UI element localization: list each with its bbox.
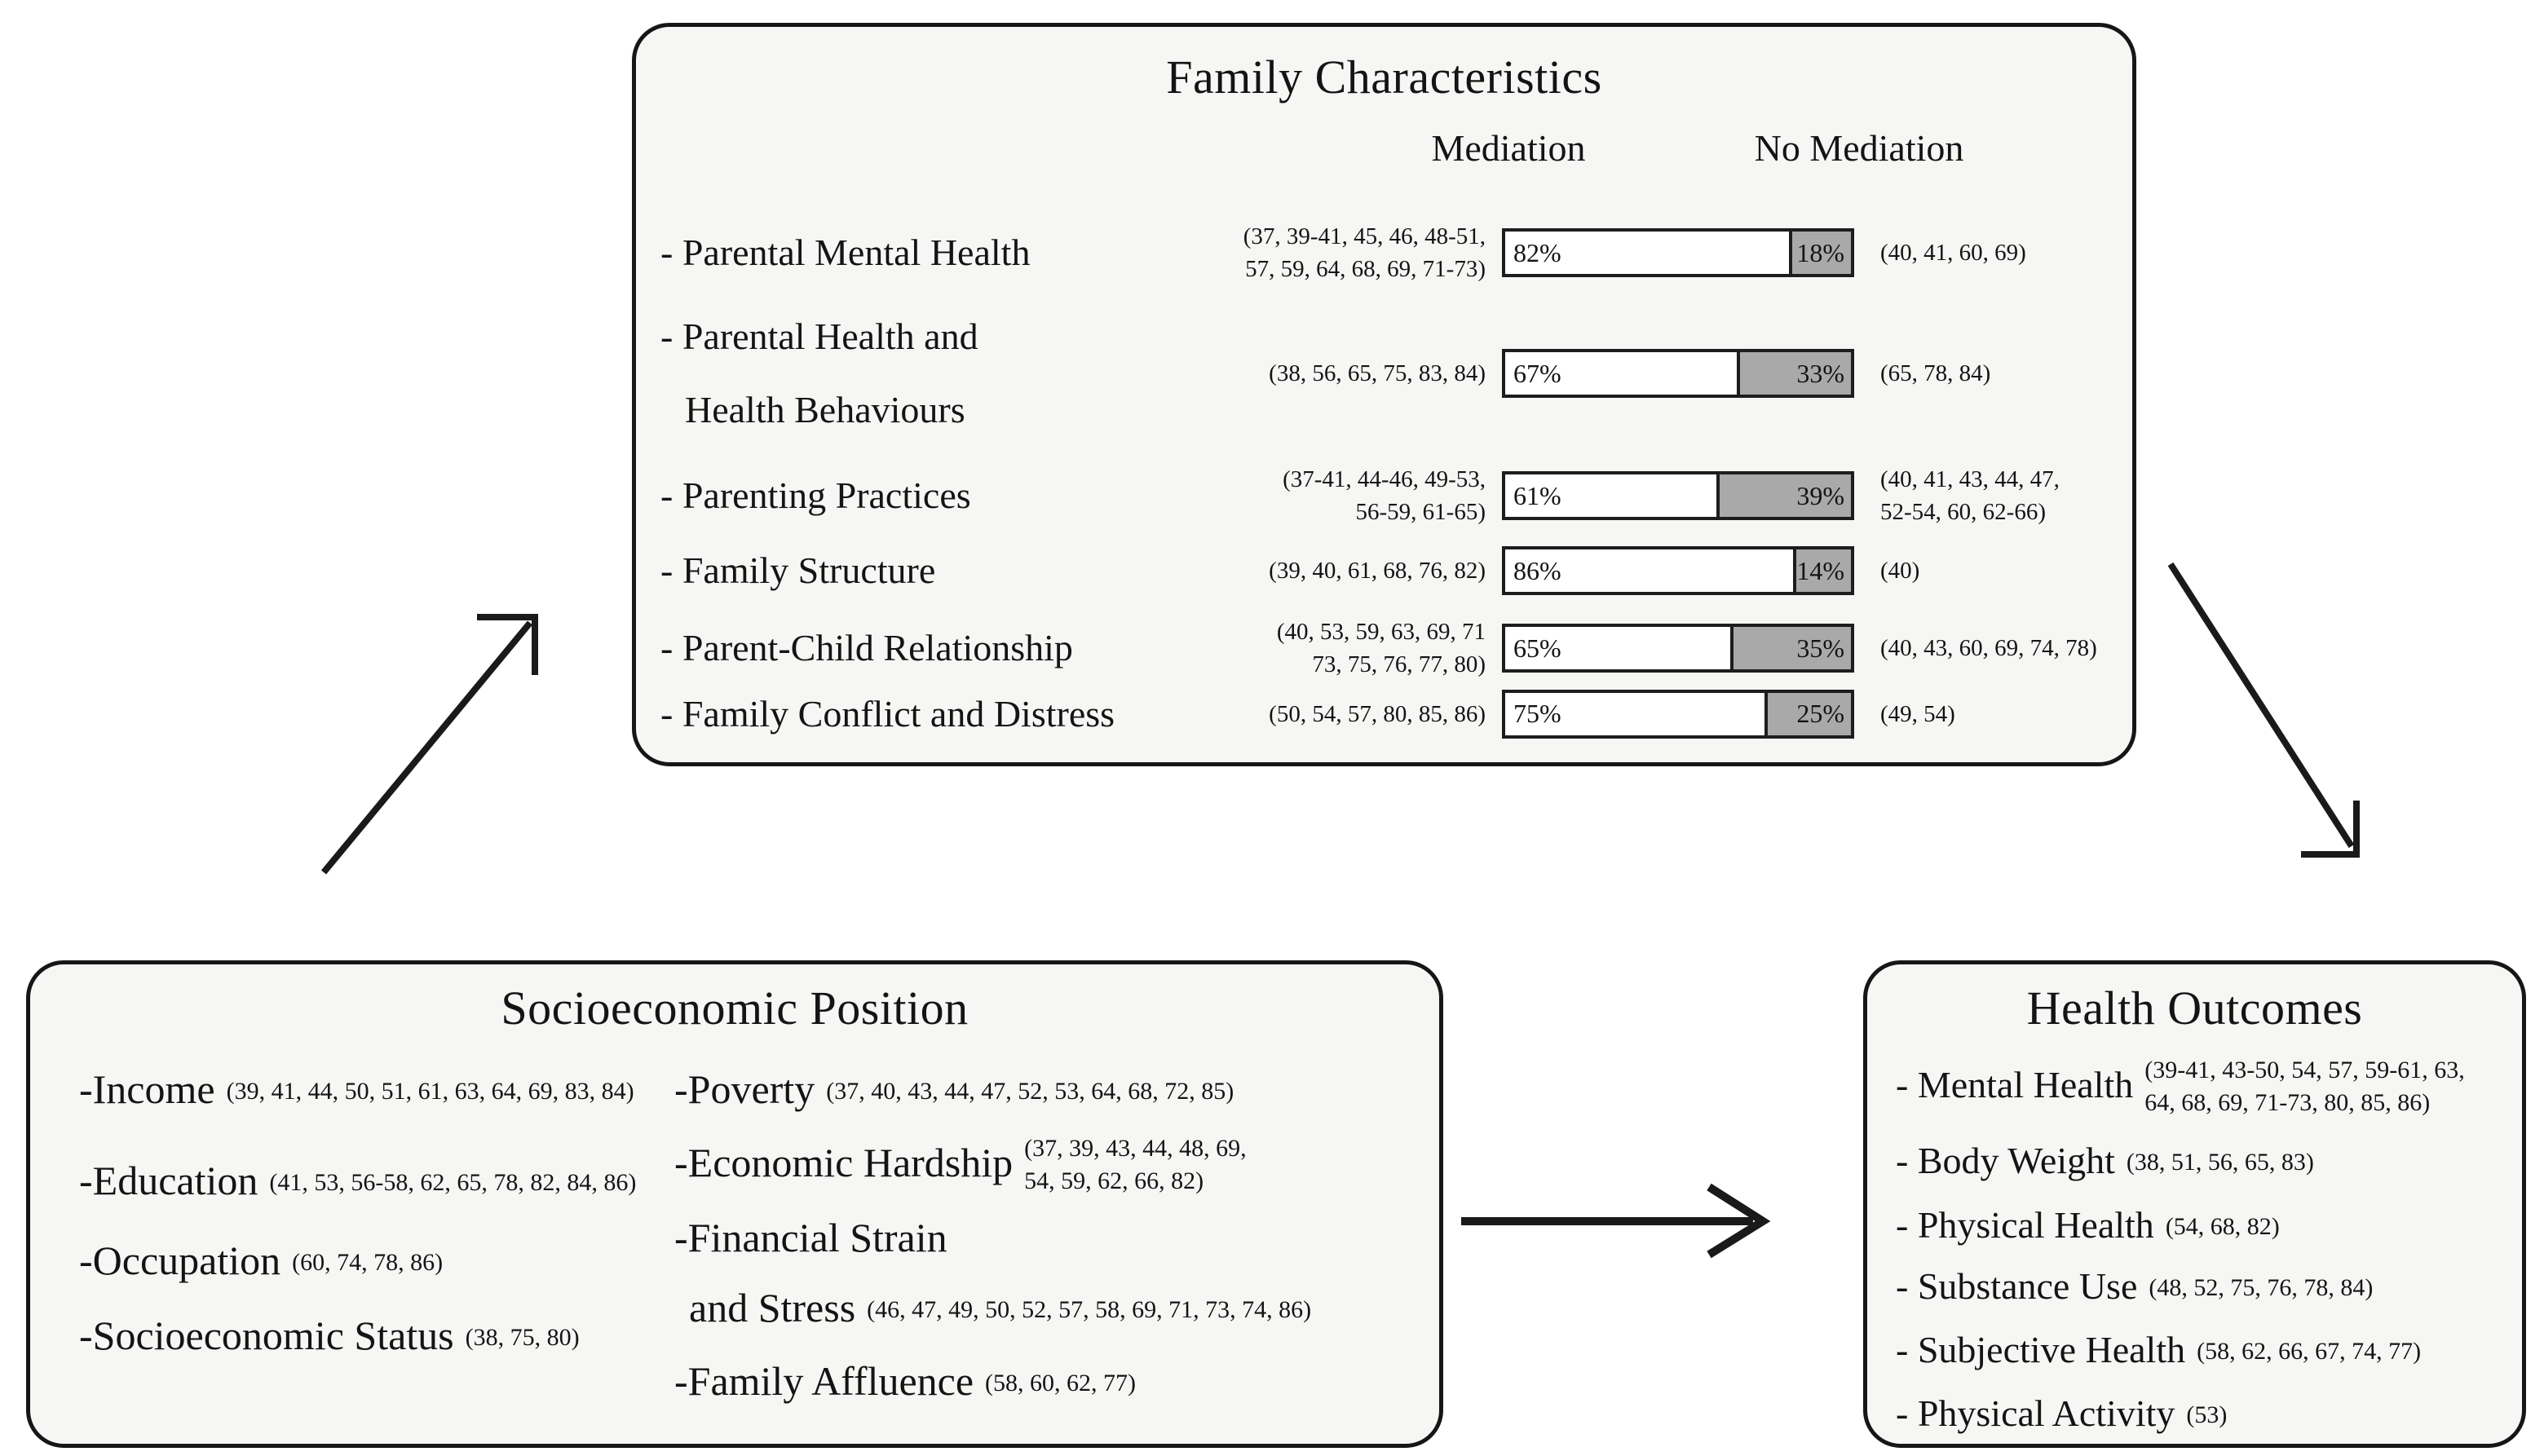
family-row-parental-health-behaviours: - Parental Health and Health Behaviours … bbox=[636, 296, 2132, 451]
health-item-mental-health: - Mental Health (39-41, 43-50, 54, 57, 5… bbox=[1896, 1057, 2465, 1116]
mediation-segment: 86% bbox=[1505, 549, 1794, 592]
mediation-segment: 75% bbox=[1505, 692, 1764, 735]
row-label: - Family Conflict and Distress bbox=[660, 692, 1115, 735]
no-mediation-citations: (40, 41, 60, 69) bbox=[1880, 240, 2026, 266]
health-item-physical-activity: - Physical Activity (53) bbox=[1896, 1392, 2228, 1434]
no-mediation-citations: (49, 54) bbox=[1880, 700, 1955, 727]
family-row-family-conflict-distress: - Family Conflict and Distress (50, 54, … bbox=[636, 663, 2132, 765]
arrow-sep-to-family bbox=[320, 614, 538, 875]
no-mediation-segment: 14% bbox=[1793, 549, 1851, 592]
mediation-citations: (40, 53, 59, 63, 69, 71 73, 75, 76, 77, 8… bbox=[1276, 619, 1486, 677]
mediation-bar: 65% 35% bbox=[1502, 624, 1854, 673]
health-outcomes-box: Health Outcomes - Mental Health (39-41, … bbox=[1863, 960, 2526, 1448]
no-mediation-segment: 33% bbox=[1737, 352, 1851, 395]
sep-item-family-affluence: -Family Affluence (58, 60, 62, 77) bbox=[674, 1358, 1137, 1404]
row-label: - Parent-Child Relationship bbox=[660, 627, 1073, 668]
family-row-parent-child-relationship: - Parent-Child Relationship (40, 53, 59,… bbox=[636, 595, 2132, 701]
no-mediation-segment: 39% bbox=[1716, 474, 1851, 517]
no-mediation-citations: (40) bbox=[1880, 558, 1920, 584]
socioeconomic-position-box: Socioeconomic Position -Income (39, 41, … bbox=[26, 960, 1443, 1448]
mediation-bar: 82% 18% bbox=[1502, 228, 1854, 277]
mediation-citations: (38, 56, 65, 75, 83, 84) bbox=[1269, 360, 1486, 386]
mediation-citations: (37, 39-41, 45, 46, 48-51, 57, 59, 64, 68… bbox=[1243, 223, 1486, 282]
sep-item-economic-hardship: -Economic Hardship (37, 39, 43, 44, 48, … bbox=[674, 1135, 1247, 1194]
row-label: - Parental Health and Health Behaviours bbox=[660, 315, 978, 430]
family-row-family-structure: - Family Structure (39, 40, 61, 68, 76, … bbox=[636, 518, 2132, 624]
row-label: - Family Structure bbox=[660, 549, 936, 591]
health-box-title: Health Outcomes bbox=[2026, 982, 2363, 1035]
mediation-citations: (39, 40, 61, 68, 76, 82) bbox=[1269, 558, 1486, 584]
sep-box-title: Socioeconomic Position bbox=[501, 982, 969, 1035]
no-mediation-segment: 25% bbox=[1764, 692, 1851, 735]
mediation-bar: 75% 25% bbox=[1502, 689, 1854, 739]
no-mediation-column-header: No Mediation bbox=[1754, 127, 1964, 169]
mediation-citations: (50, 54, 57, 80, 85, 86) bbox=[1269, 700, 1486, 727]
mediation-bar: 61% 39% bbox=[1502, 471, 1854, 520]
arrow-family-to-health bbox=[2167, 562, 2360, 858]
arrow-sep-to-health bbox=[1461, 1183, 1771, 1259]
no-mediation-segment: 18% bbox=[1788, 232, 1851, 274]
no-mediation-citations: (40, 43, 60, 69, 74, 78) bbox=[1880, 635, 2097, 661]
no-mediation-citations: (40, 41, 43, 44, 47, 52-54, 60, 62-66) bbox=[1880, 466, 2060, 525]
health-item-substance-use: - Substance Use (48, 52, 75, 76, 78, 84) bbox=[1896, 1264, 2374, 1307]
mediation-column-header: Mediation bbox=[1431, 127, 1586, 169]
sep-item-poverty: -Poverty (37, 40, 43, 44, 47, 52, 53, 64… bbox=[674, 1066, 1234, 1112]
mediation-segment: 61% bbox=[1505, 474, 1716, 517]
mediation-segment: 67% bbox=[1505, 352, 1738, 395]
sep-item-education: -Education (41, 53, 56-58, 62, 65, 78, 8… bbox=[79, 1158, 637, 1203]
health-item-subjective-health: - Subjective Health (58, 62, 66, 67, 74,… bbox=[1896, 1328, 2422, 1370]
row-label: - Parenting Practices bbox=[660, 474, 971, 516]
sep-item-and-stress: and Stress (46, 47, 49, 50, 52, 57, 58, … bbox=[689, 1285, 1312, 1330]
row-label: - Parental Mental Health bbox=[660, 232, 1031, 273]
mediation-segment: 65% bbox=[1505, 627, 1730, 669]
mediation-bar: 86% 14% bbox=[1502, 546, 1854, 595]
mediation-citations: (37-41, 44-46, 49-53, 56-59, 61-65) bbox=[1283, 466, 1486, 525]
family-characteristics-box: Family Characteristics Mediation No Medi… bbox=[632, 23, 2136, 766]
sep-item-socioeconomic-status: -Socioeconomic Status (38, 75, 80) bbox=[79, 1313, 580, 1358]
health-item-body-weight: - Body Weight (38, 51, 56, 65, 83) bbox=[1896, 1139, 2314, 1181]
no-mediation-segment: 35% bbox=[1729, 627, 1851, 669]
mediation-segment: 82% bbox=[1505, 232, 1789, 274]
sep-item-occupation: -Occupation (60, 74, 78, 86) bbox=[79, 1238, 444, 1283]
health-item-physical-health: - Physical Health (54, 68, 82) bbox=[1896, 1203, 2280, 1246]
sep-item-financial-strain: -Financial Strain bbox=[674, 1215, 947, 1260]
mediation-bar: 67% 33% bbox=[1502, 349, 1854, 398]
no-mediation-citations: (65, 78, 84) bbox=[1880, 360, 1991, 386]
family-row-parenting-practices: - Parenting Practices (37-41, 44-46, 49-… bbox=[636, 435, 2132, 557]
family-box-title: Family Characteristics bbox=[1166, 51, 1602, 104]
family-row-parental-mental-health: - Parental Mental Health (37, 39-41, 45,… bbox=[636, 200, 2132, 306]
sep-item-income: -Income (39, 41, 44, 50, 51, 61, 63, 64,… bbox=[79, 1066, 634, 1112]
